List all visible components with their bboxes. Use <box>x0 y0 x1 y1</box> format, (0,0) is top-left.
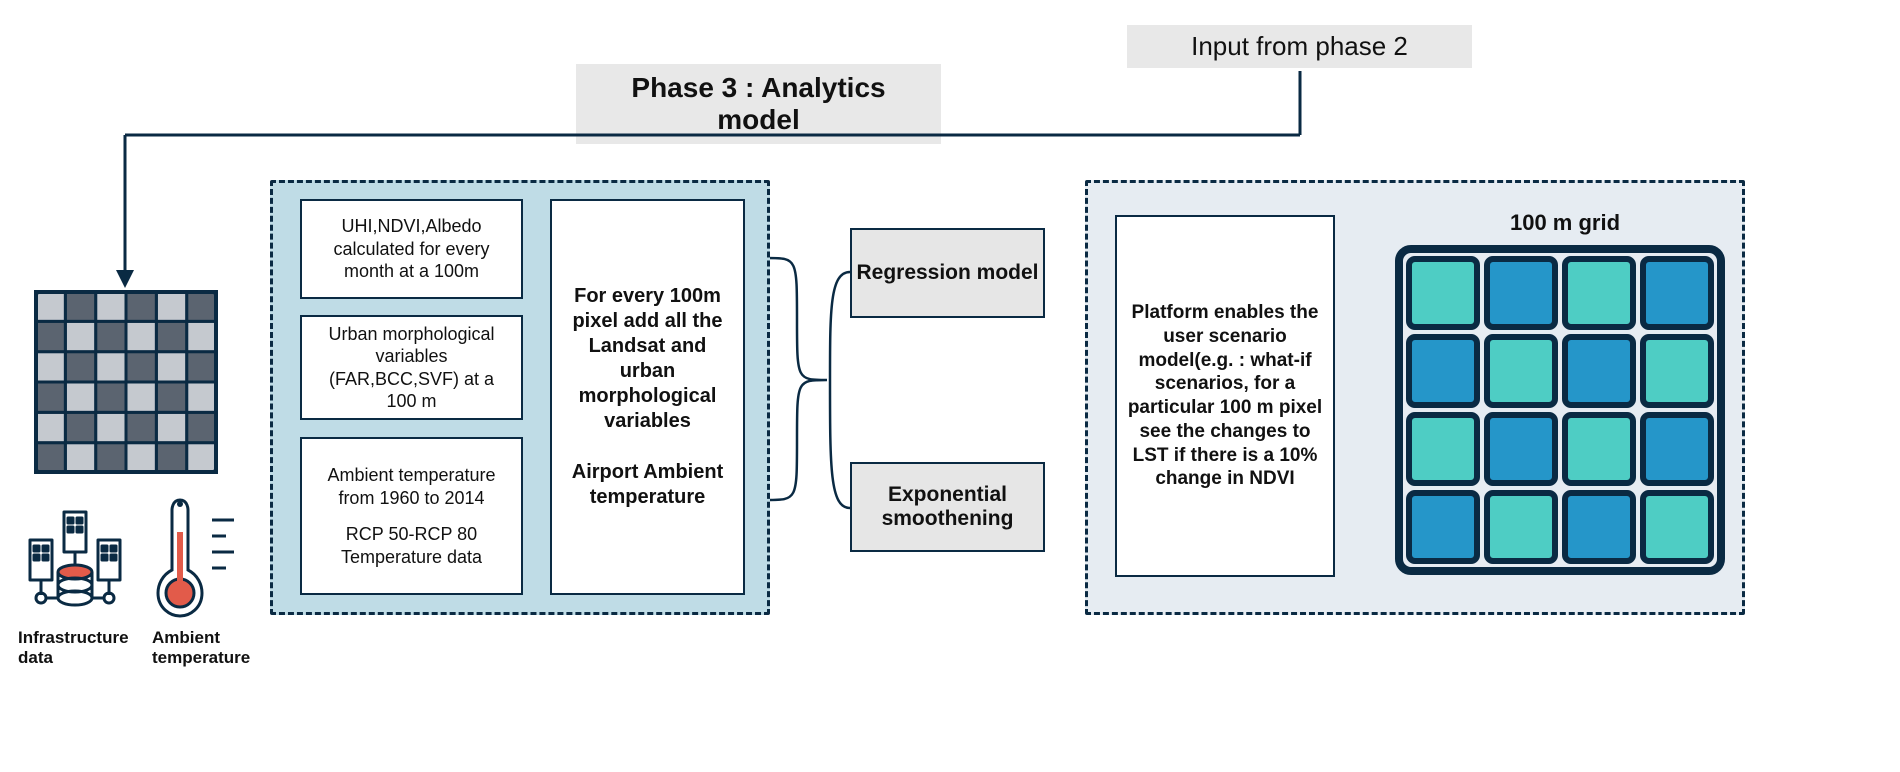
checker-grid-icon <box>34 290 218 474</box>
exponential-smoothing-box: Exponential smoothening <box>850 462 1045 552</box>
card-uhi: UHI,NDVI,Albedo calculated for every mon… <box>300 199 523 299</box>
hundred-m-grid <box>1395 245 1725 575</box>
regression-model-box: Regression model <box>850 228 1045 318</box>
card-rcp-text: RCP 50-RCP 80 Temperature data <box>312 523 511 568</box>
diagram-canvas: Phase 3 : Analytics model Input from pha… <box>0 0 1900 772</box>
merge-text-b: Airport Ambient temperature <box>562 460 733 510</box>
infrastructure-label: Infrastructure data <box>18 628 148 669</box>
card-morphology: Urban morphological variables (FAR,BCC,S… <box>300 315 523 420</box>
platform-desc: Platform enables the user scenario model… <box>1115 215 1335 577</box>
thermometer-icon <box>150 490 245 620</box>
card-ambient-rcp: Ambient temperature from 1960 to 2014 RC… <box>300 437 523 595</box>
infrastructure-icon <box>20 500 130 620</box>
merge-text-a: For every 100m pixel add all the Landsat… <box>562 284 733 434</box>
card-merge: For every 100m pixel add all the Landsat… <box>550 199 745 595</box>
ambient-label: Ambient temperature <box>152 628 272 669</box>
grid-title: 100 m grid <box>1415 210 1715 236</box>
card-ambient-text: Ambient temperature from 1960 to 2014 <box>312 464 511 509</box>
